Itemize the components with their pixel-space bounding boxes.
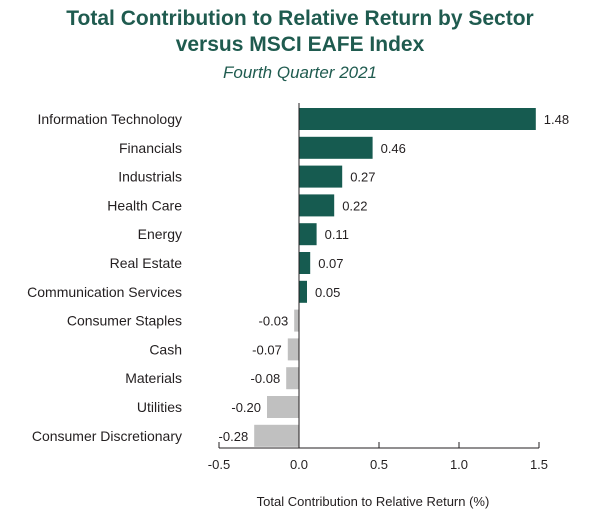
bar-energy [299,223,317,246]
category-label-consumer-discretionary: Consumer Discretionary [32,428,182,444]
x-axis-title: Total Contribution to Relative Return (%… [257,494,490,509]
chart-subtitle: Fourth Quarter 2021 [222,63,378,82]
bar-cash [287,338,299,361]
category-label-cash: Cash [149,341,182,357]
x-tick-label: -0.5 [208,457,230,472]
x-tick-label: 0.0 [290,457,308,472]
category-label-communication-services: Communication Services [27,284,182,300]
chart-title-line2: versus MSCI EAFE Index [175,33,425,56]
value-labels-group: 1.48 0.46 0.27 0.22 0.11 0.07 0.05 -0.03 -0.07 -0… [219,112,570,444]
bar-communication-services [299,280,307,303]
bar-industrials [299,165,343,188]
x-tick-label: 1.0 [450,457,468,472]
category-label-utilities: Utilities [137,399,182,415]
category-label-industrials: Industrials [118,169,182,185]
value-label-communication-services: 0.05 [315,285,340,300]
chart-title-line1: Total Contribution to Relative Return by… [66,7,534,30]
value-label-energy: 0.11 [325,227,349,242]
x-axis-ticks-group: -0.5 0.0 0.5 1.0 1.5 [208,442,548,472]
value-label-industrials: 0.27 [350,170,375,185]
bar-utilities [267,396,299,418]
bar-materials [286,367,299,390]
x-tick-label: 0.5 [370,457,388,472]
x-tick-label: 1.5 [530,457,548,472]
category-label-financials: Financials [119,140,182,156]
value-label-materials: -0.08 [251,371,281,386]
bar-financials [299,136,373,159]
bar-information-technology [299,108,536,130]
category-label-real-estate: Real Estate [110,255,183,271]
bar-real-estate [299,252,311,274]
category-label-health-care: Health Care [107,197,182,213]
value-label-consumer-discretionary: -0.28 [219,429,249,444]
category-label-consumer-staples: Consumer Staples [67,313,182,329]
bar-consumer-discretionary [254,424,299,447]
category-labels-group: Information Technology Financials Industri… [27,111,182,444]
value-label-cash: -0.07 [252,342,282,357]
value-label-utilities: -0.20 [231,400,261,415]
bars-group [254,108,536,447]
value-label-real-estate: 0.07 [318,256,343,271]
value-label-financials: 0.46 [381,141,406,156]
value-label-information-technology: 1.48 [544,112,569,127]
bar-consumer-staples [294,309,299,332]
value-label-health-care: 0.22 [342,198,367,213]
category-label-materials: Materials [125,370,182,386]
category-label-energy: Energy [138,226,182,242]
category-label-information-technology: Information Technology [38,111,183,127]
bar-health-care [299,194,335,217]
value-label-consumer-staples: -0.03 [259,314,289,329]
